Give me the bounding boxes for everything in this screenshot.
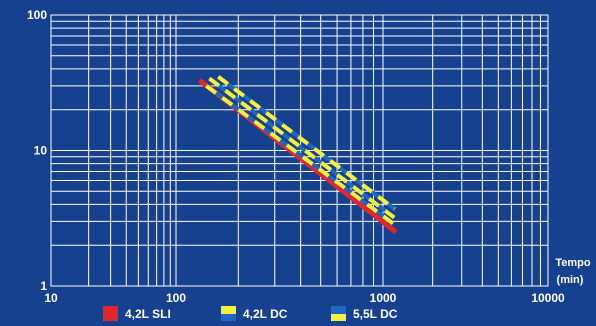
series-line-3 <box>217 75 397 211</box>
y-tick-label: 10 <box>34 144 48 158</box>
x-axis-label: Tempo <box>555 257 591 269</box>
legend-swatch-part <box>331 314 346 321</box>
legend: 4,2L SLI 4,2L DC 5,5L DC <box>103 306 398 321</box>
x-tick-label: 100 <box>166 291 186 305</box>
legend-label: 5,5L DC <box>353 307 398 321</box>
y-tick-label: 1 <box>40 279 47 293</box>
x-tick-label: 10 <box>44 291 58 305</box>
series-layer <box>198 75 398 235</box>
x-tick-label: 10000 <box>531 291 565 305</box>
legend-label: 4,2L SLI <box>125 307 171 321</box>
x-axis-unit: (min) <box>557 274 584 286</box>
y-tick-label: 100 <box>27 8 47 22</box>
series-line-2-base <box>208 76 396 220</box>
series-line-1-base <box>205 84 395 225</box>
grid <box>51 15 548 286</box>
legend-swatch-part <box>221 314 236 321</box>
legend-swatch <box>331 306 346 314</box>
legend-label: 4,2L DC <box>243 307 288 321</box>
legend-swatch <box>221 306 236 314</box>
x-tick-label: 1000 <box>370 291 397 305</box>
legend-swatch <box>103 306 118 321</box>
